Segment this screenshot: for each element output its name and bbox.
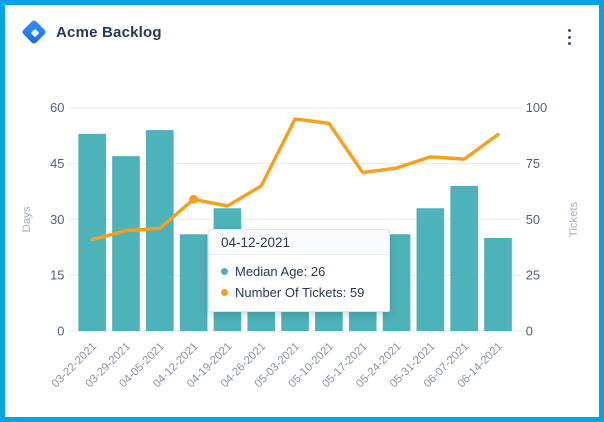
right-axis-tick: 100 [526, 100, 547, 115]
tooltip-median-age-text: Median Age: 26 [235, 264, 326, 279]
bar-03-22-2021[interactable] [78, 133, 106, 332]
bar-05-31-2021[interactable] [416, 208, 445, 332]
tickets-dot-icon [221, 289, 228, 296]
bar-06-14-2021[interactable] [484, 238, 512, 332]
right-axis-tick: 50 [526, 212, 540, 227]
left-axis-tick: 45 [50, 156, 64, 171]
bar-04-12-2021[interactable] [179, 234, 208, 332]
right-axis-tick: 25 [526, 268, 540, 283]
left-axis-tick: 30 [50, 212, 64, 227]
card-title: Acme Backlog [56, 24, 162, 41]
card-header: Acme Backlog [21, 19, 162, 45]
tooltip-tickets-text: Number Of Tickets: 59 [235, 285, 365, 300]
bar-03-29-2021[interactable] [112, 156, 140, 332]
right-axis-tick: 0 [526, 323, 533, 338]
chart-tooltip: 04-12-2021 Median Age: 26 Number Of Tick… [208, 229, 390, 312]
right-axis-title: Tickets [568, 201, 580, 237]
left-axis-title: Days [21, 206, 33, 232]
left-axis-tick: 0 [57, 323, 64, 338]
bar-05-10-2021[interactable] [315, 308, 343, 332]
right-axis-tick: 75 [526, 156, 540, 171]
kebab-menu-icon[interactable] [566, 27, 573, 47]
tickets-line-marker[interactable] [189, 194, 199, 204]
bar-04-26-2021[interactable] [247, 308, 276, 332]
tooltip-date: 04-12-2021 [209, 230, 389, 255]
tooltip-body: Median Age: 26 Number Of Tickets: 59 [209, 255, 389, 311]
bar-05-03-2021[interactable] [281, 308, 309, 332]
left-axis-tick: 60 [50, 100, 64, 115]
tooltip-median-age-row: Median Age: 26 [221, 261, 377, 282]
median-age-dot-icon [221, 268, 228, 275]
bar-06-07-2021[interactable] [450, 185, 479, 332]
bar-05-17-2021[interactable] [348, 308, 377, 332]
tickets-line[interactable] [90, 117, 500, 242]
tooltip-tickets-row: Number Of Tickets: 59 [221, 282, 377, 303]
left-axis-tick: 15 [50, 268, 64, 283]
